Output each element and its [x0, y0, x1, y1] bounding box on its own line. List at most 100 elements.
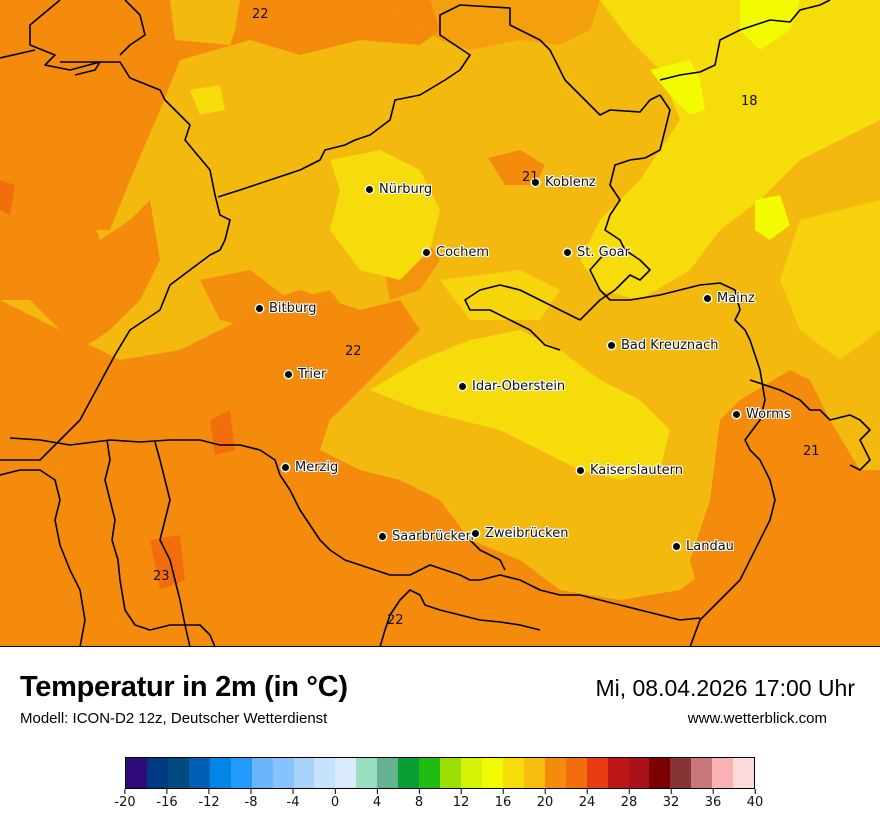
city-label: Merzig: [295, 460, 339, 475]
colorbar-segment: [230, 758, 252, 788]
tick-mark: [586, 789, 588, 794]
city-marker: Landau: [673, 539, 734, 554]
city-dot-icon: [379, 533, 386, 540]
tick-mark: [460, 789, 462, 794]
city-marker: Worms: [733, 407, 791, 422]
tick-label: -4: [286, 795, 300, 810]
colorbar-segment: [649, 758, 671, 788]
tick-mark: [670, 789, 672, 794]
colorbar-ticks: -20 -16 -12 -8 -4 0 4 8 12 16 20 24 28 32 36 40: [114, 789, 763, 819]
contour-value-label: 21: [522, 170, 539, 185]
tick-mark: [544, 789, 546, 794]
city-label: Mainz: [717, 291, 755, 306]
colorbar-segment: [565, 758, 587, 788]
city-label: Kaiserslautern: [590, 463, 684, 478]
colorbar-segment: [398, 758, 420, 788]
city-dot-icon: [608, 342, 615, 349]
tick-label: 8: [414, 795, 424, 810]
colorbar-segment: [335, 758, 357, 788]
city-label: St. Goar: [577, 245, 630, 260]
contour-value-label: 18: [741, 94, 758, 109]
colorbar-segment: [126, 758, 147, 788]
city-marker: Bitburg: [256, 301, 317, 316]
contour-value-label: 22: [252, 7, 269, 22]
tick-label: 40: [746, 795, 764, 810]
colorbar-segment: [502, 758, 524, 788]
city-marker: Idar-Oberstein: [459, 379, 565, 394]
tick-mark: [502, 789, 504, 794]
website-link[interactable]: www.wetterblick.com: [687, 710, 827, 727]
tick-mark: [250, 789, 252, 794]
city-dot-icon: [733, 411, 740, 418]
colorbar-tick: 40: [746, 789, 764, 810]
contour-value-label: 22: [345, 344, 362, 359]
colorbar-segment: [188, 758, 210, 788]
city-marker: Kaiserslautern: [577, 463, 683, 478]
tick-label: 16: [494, 795, 512, 810]
city-marker: St. Goar: [564, 245, 630, 260]
colorbar-segment: [712, 758, 734, 788]
contour-value-label: 23: [153, 569, 170, 584]
tick-mark: [418, 789, 420, 794]
colorbar-tick: 24: [578, 789, 596, 810]
city-dot-icon: [256, 305, 263, 312]
colorbar-segment: [440, 758, 461, 788]
tick-mark: [334, 789, 336, 794]
colorbar-tick: 28: [621, 789, 637, 810]
city-marker: Trier: [285, 367, 326, 382]
colorbar-segment: [523, 758, 545, 788]
city-marker: Merzig: [282, 460, 338, 475]
city-label: Bitburg: [269, 301, 317, 316]
city-label: Zweibrücken: [485, 526, 569, 541]
colorbar-tick: -8: [244, 789, 258, 810]
colorbar-segment: [607, 758, 629, 788]
colorbar-segment: [461, 758, 482, 788]
colorbar-tick: 0: [331, 789, 339, 810]
tick-label: 24: [578, 795, 596, 810]
map-field-layer: [0, 0, 880, 646]
city-marker: Nürburg: [366, 182, 432, 197]
tick-label: -8: [244, 795, 258, 810]
temperature-colorbar: [125, 757, 755, 789]
colorbar-segment: [670, 758, 692, 788]
colorbar-segment: [586, 758, 608, 788]
colorbar-segment: [691, 758, 713, 788]
colorbar-tick: 12: [453, 789, 469, 810]
tick-label: 32: [662, 795, 680, 810]
model-source: Modell: ICON-D2 12z, Deutscher Wetterdie…: [20, 710, 328, 727]
tick-label: -20: [114, 795, 136, 810]
colorbar-tick: 16: [494, 789, 512, 810]
city-marker: Cochem: [423, 245, 489, 260]
temperature-map: Nürburg Koblenz Cochem St. Goar Mainz Bitburg…: [0, 0, 880, 647]
contour-value-label: 22: [387, 613, 404, 628]
city-dot-icon: [673, 543, 680, 550]
colorbar-segment: [146, 758, 168, 788]
colorbar-segment: [272, 758, 294, 788]
colorbar-segment: [377, 758, 399, 788]
tick-label: 36: [704, 795, 722, 810]
city-dot-icon: [366, 186, 373, 193]
city-label: Bad Kreuznach: [621, 338, 719, 353]
city-dot-icon: [577, 467, 584, 474]
colorbar-segment: [167, 758, 189, 788]
city-label: Saarbrücken: [392, 529, 474, 544]
tick-label: -12: [198, 795, 220, 810]
colorbar-segment: [356, 758, 378, 788]
map-title: Temperatur in 2m (in °C): [20, 671, 348, 703]
city-dot-icon: [472, 530, 479, 537]
forecast-datetime: Mi, 08.04.2026 17:00 Uhr: [595, 675, 855, 701]
city-marker: Mainz: [704, 291, 755, 306]
colorbar-segment: [419, 758, 441, 788]
city-marker: Zweibrücken: [472, 526, 568, 541]
colorbar-tick: 4: [373, 789, 381, 810]
contour-value-label: 21: [803, 444, 820, 459]
tick-mark: [376, 789, 378, 794]
colorbar-tick: -4: [286, 789, 300, 810]
city-label: Cochem: [436, 245, 490, 260]
city-dot-icon: [532, 179, 539, 186]
city-dot-icon: [423, 249, 430, 256]
colorbar-segment: [314, 758, 336, 788]
colorbar-tick: -12: [198, 789, 220, 810]
tick-mark: [124, 789, 126, 794]
city-label: Idar-Oberstein: [472, 379, 566, 394]
